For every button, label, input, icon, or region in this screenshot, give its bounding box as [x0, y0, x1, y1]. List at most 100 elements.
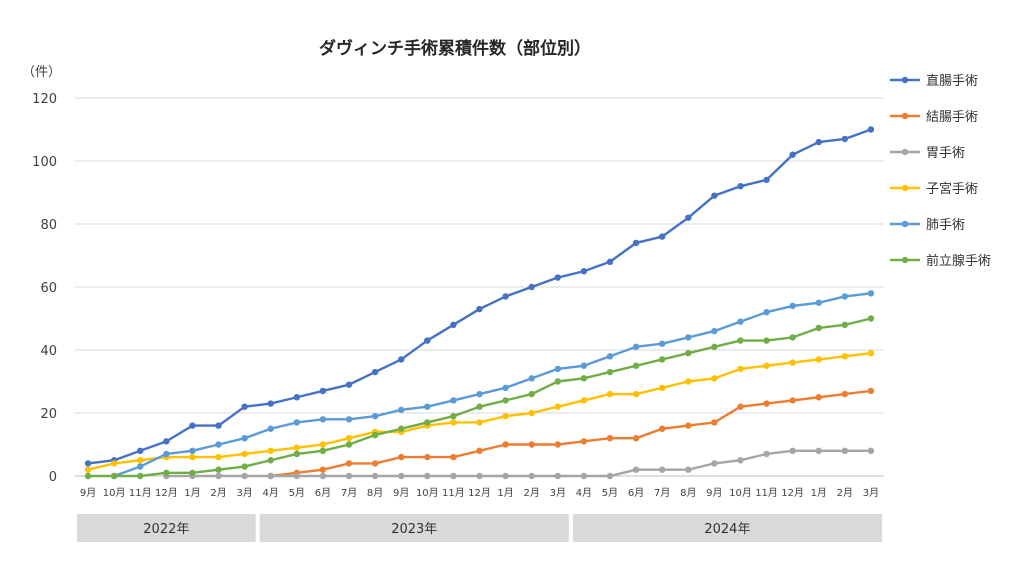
- y-tick-label: 120: [32, 92, 57, 107]
- data-point: [606, 353, 614, 360]
- x-tick-label: 12月: [468, 487, 491, 499]
- series-5: [110, 290, 875, 480]
- series-line: [113, 292, 872, 478]
- data-point: [450, 419, 457, 426]
- data-point: [319, 447, 327, 454]
- data-point: [241, 472, 248, 480]
- data-point: [267, 447, 274, 454]
- x-tick-label: 8月: [680, 487, 696, 499]
- data-point: [293, 472, 301, 480]
- series-2: [267, 387, 875, 480]
- data-point: [319, 441, 327, 448]
- x-tick-label: 12月: [781, 487, 804, 499]
- data-point: [763, 362, 770, 369]
- legend-item: 肺手術: [890, 218, 965, 233]
- data-point: [632, 343, 640, 351]
- data-point: [345, 472, 353, 480]
- x-tick-label: 6月: [315, 487, 331, 499]
- legend-marker: [901, 184, 909, 192]
- data-point: [319, 416, 327, 423]
- data-point: [424, 403, 431, 410]
- year-band-bg: [259, 514, 569, 542]
- data-point: [215, 466, 222, 473]
- data-point: [502, 472, 509, 480]
- y-tick-label: 20: [40, 407, 57, 422]
- data-point: [267, 400, 274, 407]
- x-tick-label: 2月: [524, 487, 540, 499]
- data-point: [163, 469, 170, 477]
- data-point: [528, 409, 535, 417]
- chart-title: ダヴィンチ手術累積件数（部位別）: [319, 39, 591, 59]
- data-point: [737, 337, 744, 344]
- data-point: [763, 337, 770, 344]
- data-point: [685, 422, 692, 429]
- data-point: [371, 472, 379, 480]
- data-point: [580, 268, 588, 275]
- data-point: [554, 365, 561, 373]
- data-point: [658, 233, 666, 240]
- data-point: [554, 378, 561, 385]
- data-point: [658, 356, 666, 363]
- legend-item: 前立腺手術: [890, 253, 991, 269]
- data-point: [110, 472, 118, 480]
- data-point: [815, 394, 822, 401]
- x-tick-label: 11月: [755, 487, 778, 499]
- x-tick-label: 7月: [654, 487, 670, 499]
- x-tick-label: 1月: [184, 487, 200, 499]
- data-point: [841, 321, 849, 328]
- data-point: [815, 138, 822, 146]
- data-point: [267, 472, 274, 480]
- data-point: [345, 381, 353, 388]
- data-point: [137, 463, 144, 470]
- x-tick-label: 10月: [729, 487, 752, 499]
- year-label: 2023年: [391, 522, 437, 537]
- data-point: [424, 337, 431, 344]
- series-4: [84, 349, 875, 473]
- data-point: [711, 460, 718, 467]
- year-label: 2024年: [704, 522, 750, 537]
- legend-marker: [901, 112, 909, 120]
- year-band: 2024年: [572, 514, 882, 542]
- data-point: [789, 447, 796, 454]
- x-tick-label: 5月: [289, 487, 305, 499]
- data-point: [789, 151, 796, 158]
- legend-label: 肺手術: [926, 218, 965, 233]
- legend-item: 子宮手術: [890, 181, 978, 197]
- data-point: [632, 435, 640, 442]
- data-point: [554, 403, 561, 410]
- legend-label: 結腸手術: [926, 110, 978, 125]
- x-tick-label: 4月: [263, 487, 279, 499]
- data-point: [815, 299, 822, 306]
- legend-label: 直腸手術: [926, 74, 978, 89]
- year-band-bg: [572, 514, 882, 542]
- data-point: [685, 334, 692, 341]
- x-tick-label: 11月: [129, 487, 152, 499]
- x-tick-label: 10月: [416, 487, 439, 499]
- data-point: [319, 387, 327, 395]
- data-point: [319, 466, 327, 473]
- data-point: [502, 293, 509, 300]
- data-point: [528, 472, 535, 480]
- data-point: [241, 450, 248, 458]
- series-line: [270, 389, 872, 478]
- x-tick-label: 8月: [367, 487, 383, 499]
- data-point: [606, 368, 614, 376]
- data-point: [137, 447, 144, 454]
- legend-marker: [901, 256, 909, 264]
- data-point: [658, 425, 666, 432]
- data-point: [737, 318, 744, 325]
- y-tick-label: 80: [40, 218, 57, 233]
- data-point: [867, 315, 875, 322]
- data-point: [528, 283, 535, 291]
- legend-marker: [901, 220, 909, 228]
- data-point: [215, 422, 222, 429]
- data-point: [867, 447, 875, 454]
- data-point: [84, 466, 92, 473]
- data-point: [371, 368, 379, 376]
- x-tick-label: 1月: [497, 487, 513, 499]
- x-tick-label: 5月: [602, 487, 618, 499]
- data-point: [424, 419, 431, 426]
- series-line: [166, 449, 871, 478]
